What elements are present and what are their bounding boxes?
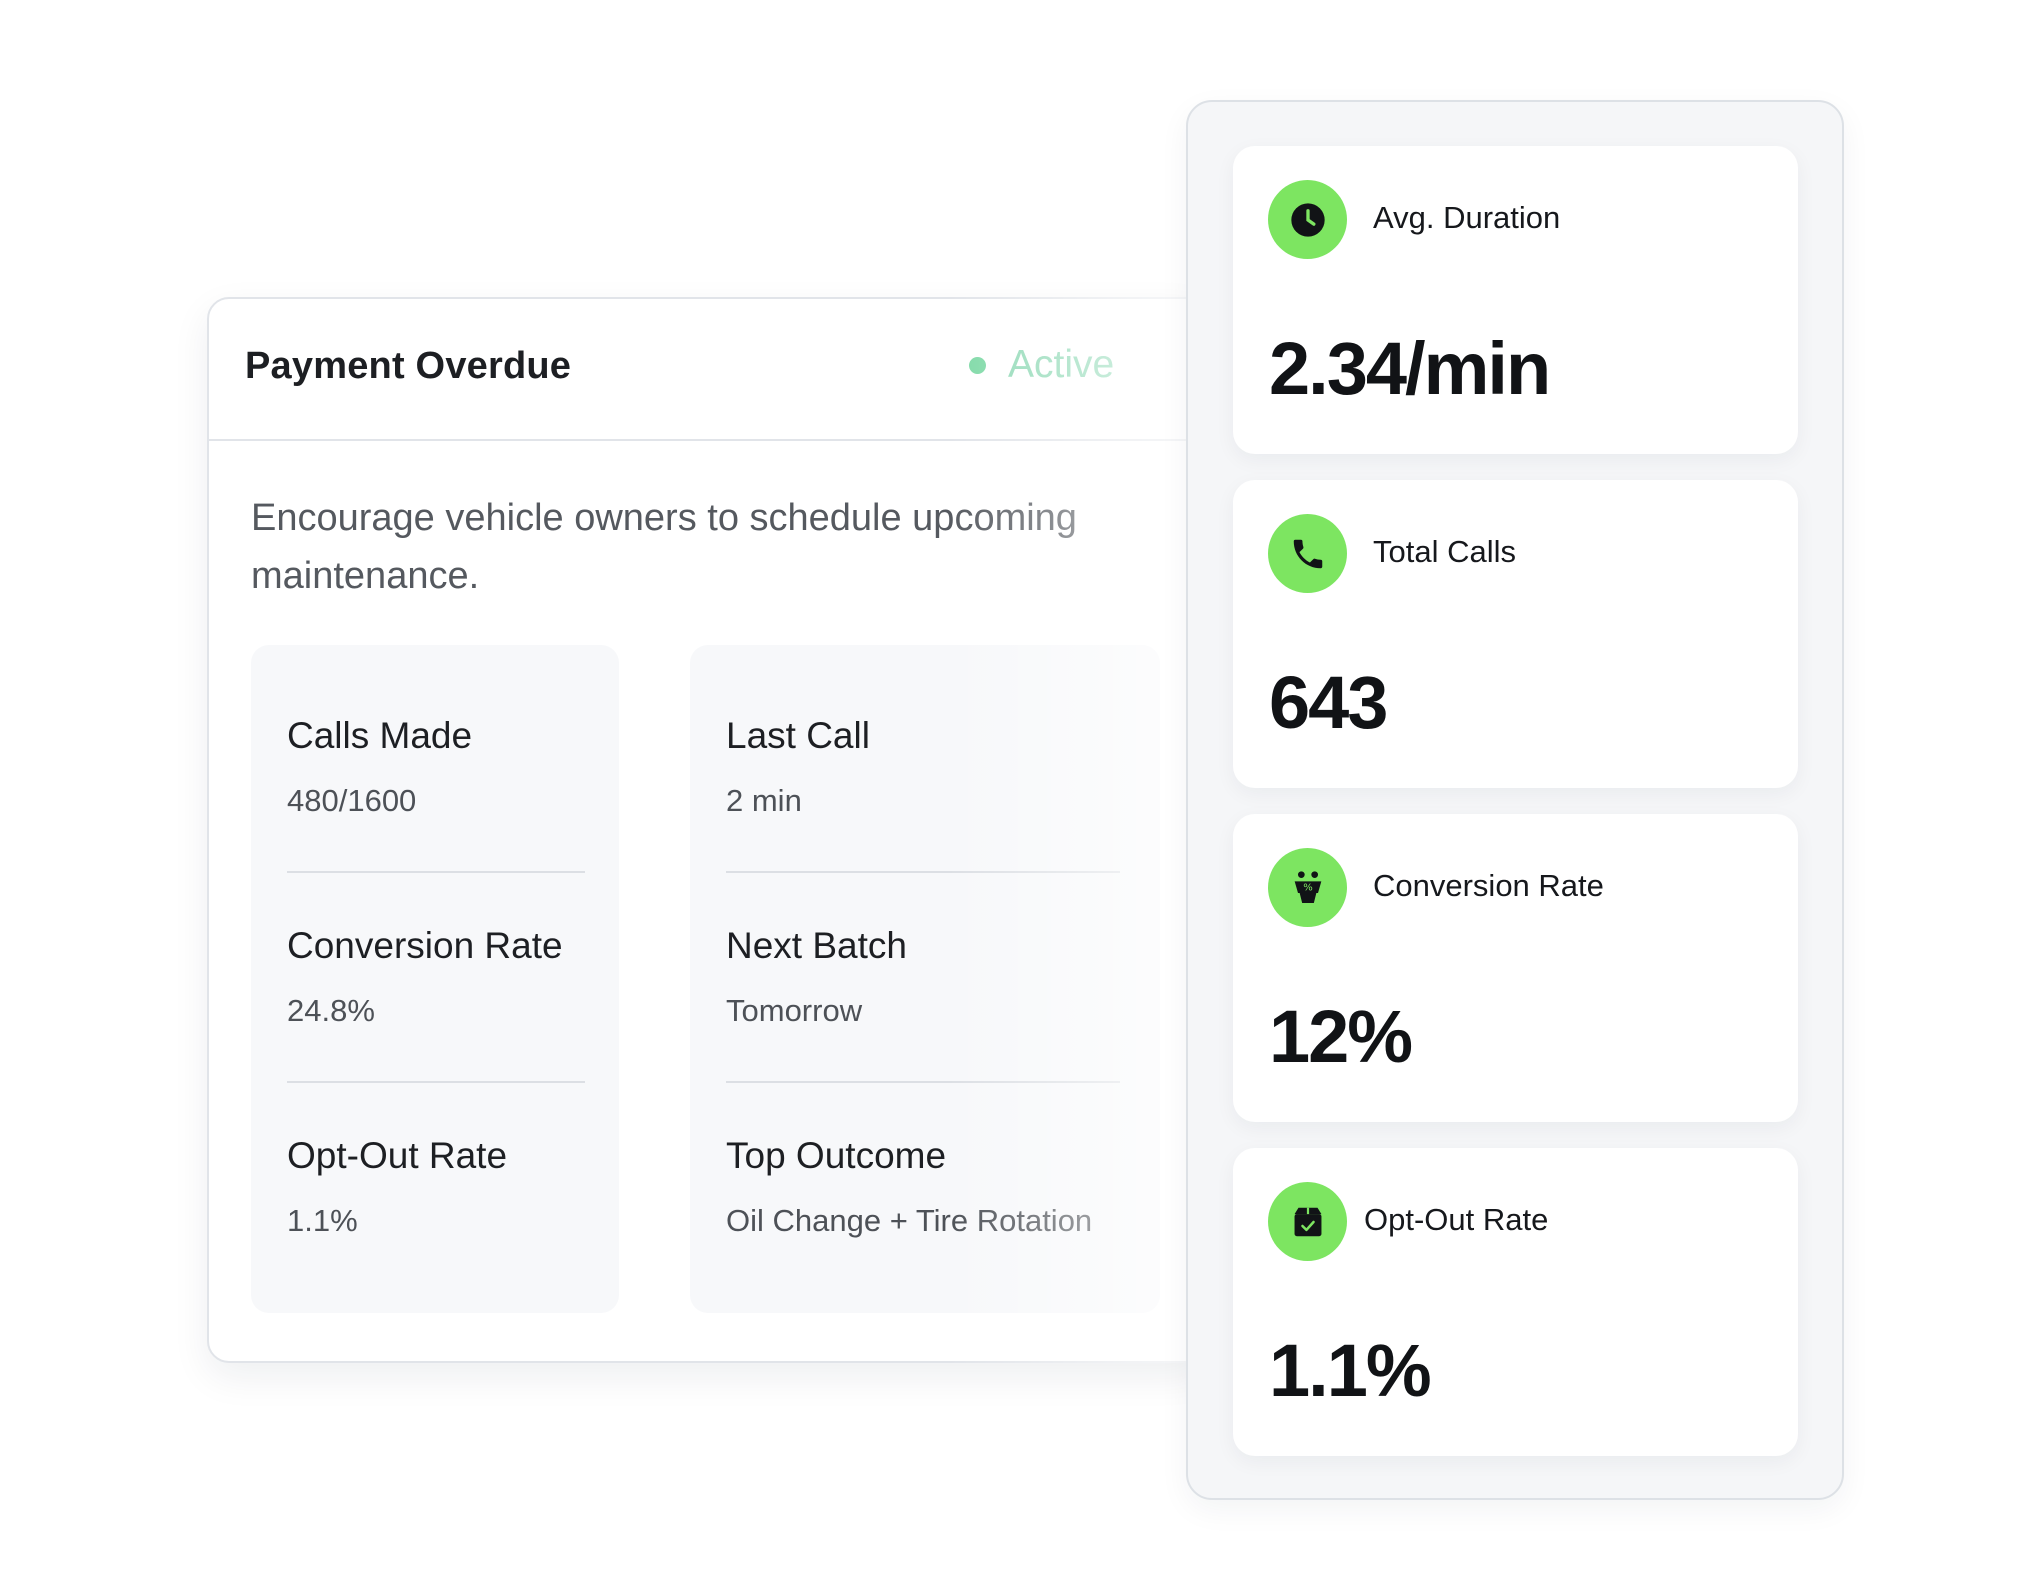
metric-value: 12%	[1269, 995, 1413, 1078]
stat-value: Oil Change + Tire Rotation	[726, 1203, 1093, 1238]
campaign-header: Payment Overdue Active	[209, 299, 1205, 441]
stat-opt-out-rate: Opt-Out Rate 1.1%	[287, 1135, 507, 1239]
stat-label: Opt-Out Rate	[287, 1135, 508, 1176]
status-dot-icon	[969, 356, 986, 374]
metric-label: Opt-Out Rate	[1364, 1202, 1549, 1237]
metric-value: 2.34/min	[1269, 327, 1551, 410]
stat-divider	[287, 871, 585, 873]
metric-label: Total Calls	[1373, 534, 1516, 569]
status-badge: Active	[969, 343, 1114, 387]
metric-label: Avg. Duration	[1373, 200, 1561, 235]
stat-value: 1.1%	[287, 1203, 358, 1238]
stat-value: 480/1600	[287, 783, 417, 818]
metric-card-avg-duration[interactable]: Avg. Duration 2.34/min	[1233, 146, 1798, 454]
metric-value: 643	[1269, 661, 1388, 744]
stat-divider	[287, 1081, 585, 1083]
metrics-column: Avg. Duration 2.34/min Total Calls 643 %	[1186, 100, 1844, 1500]
stat-label: Top Outcome	[726, 1135, 947, 1176]
metric-value: 1.1%	[1269, 1329, 1432, 1412]
stats-panel-left: Calls Made 480/1600 Conversion Rate 24.8…	[251, 645, 619, 1313]
stat-divider	[726, 1081, 1120, 1083]
stat-value: 24.8%	[287, 993, 375, 1028]
phone-icon	[1268, 514, 1347, 593]
stat-calls-made: Calls Made 480/1600	[287, 715, 472, 819]
stat-last-call: Last Call 2 min	[726, 715, 870, 819]
opt-out-box-icon	[1268, 1182, 1347, 1261]
campaign-card[interactable]: Payment Overdue Active Encourage vehicle…	[207, 297, 1207, 1363]
stat-label: Calls Made	[287, 715, 473, 756]
metric-card-opt-out-rate[interactable]: Opt-Out Rate 1.1%	[1233, 1148, 1798, 1456]
stat-top-outcome: Top Outcome Oil Change + Tire Rotation	[726, 1135, 1092, 1239]
stat-next-batch: Next Batch Tomorrow	[726, 925, 907, 1029]
stat-conversion-rate: Conversion Rate 24.8%	[287, 925, 563, 1029]
campaign-description: Encourage vehicle owners to schedule upc…	[251, 497, 1077, 597]
status-text: Active	[1008, 343, 1115, 386]
stat-value: Tomorrow	[726, 993, 863, 1028]
stat-label: Next Batch	[726, 925, 907, 966]
metric-card-conversion-rate[interactable]: % Conversion Rate 12%	[1233, 814, 1798, 1122]
conversion-icon: %	[1268, 848, 1347, 927]
metric-label: Conversion Rate	[1373, 868, 1604, 903]
clock-icon	[1268, 180, 1347, 259]
metric-card-total-calls[interactable]: Total Calls 643	[1233, 480, 1798, 788]
stat-label: Conversion Rate	[287, 925, 563, 966]
campaign-title: Payment Overdue	[245, 345, 572, 387]
stat-value: 2 min	[726, 783, 802, 818]
stats-panel-right: Last Call 2 min Next Batch Tomorrow Top …	[690, 645, 1160, 1313]
svg-text:%: %	[1303, 882, 1313, 893]
stat-label: Last Call	[726, 715, 870, 756]
stat-divider	[726, 871, 1120, 873]
